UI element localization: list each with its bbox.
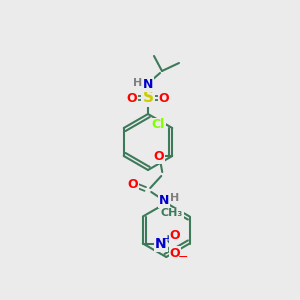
Text: O: O xyxy=(169,247,180,260)
Text: N: N xyxy=(143,77,153,91)
Text: N: N xyxy=(155,236,167,250)
Text: Cl: Cl xyxy=(152,118,165,131)
Text: O: O xyxy=(153,149,164,163)
Text: H: H xyxy=(169,193,179,203)
Text: +: + xyxy=(163,233,171,244)
Text: O: O xyxy=(127,178,138,191)
Text: CH₃: CH₃ xyxy=(160,208,183,218)
Text: S: S xyxy=(142,91,154,106)
Text: N: N xyxy=(159,194,169,206)
Text: O: O xyxy=(127,92,137,104)
Text: H: H xyxy=(134,78,142,88)
Text: O: O xyxy=(159,92,169,104)
Text: −: − xyxy=(178,251,188,264)
Text: O: O xyxy=(169,229,180,242)
